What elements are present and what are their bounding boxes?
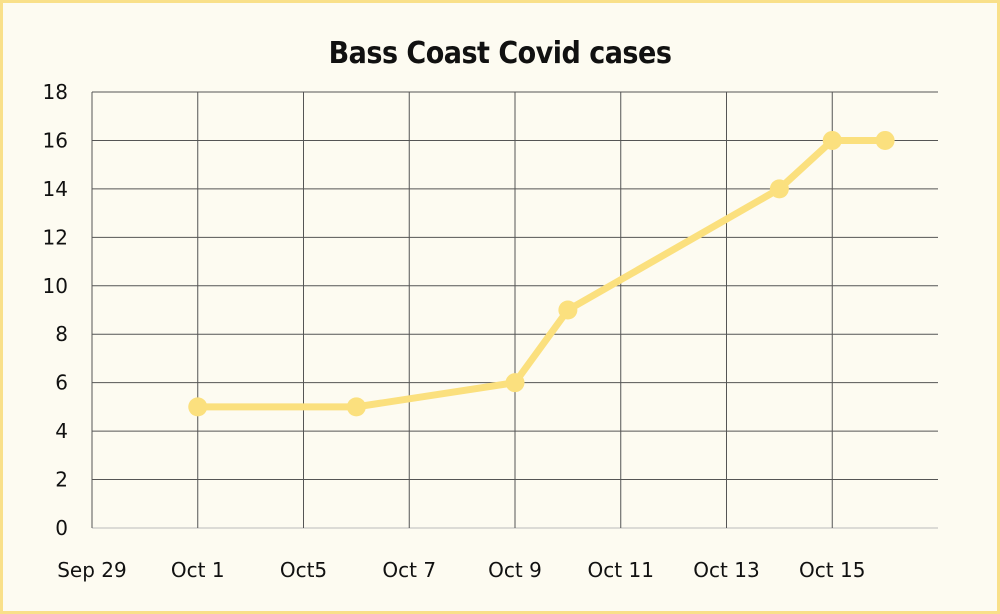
y-tick-label: 4 [55, 419, 68, 443]
x-tick-label: Oct 1 [171, 558, 225, 582]
data-point-marker [769, 179, 789, 199]
x-tick-label: Sep 29 [57, 558, 127, 582]
data-point-marker [875, 130, 895, 150]
x-axis-ticks: Sep 29 Oct 1 Oct5 Oct 7 Oct 9 Oct 11 Oct 13 Oct… [57, 558, 865, 582]
x-tick-label: Oct 9 [488, 558, 542, 582]
data-point-marker [822, 130, 842, 150]
data-point-marker [505, 373, 525, 393]
y-axis-ticks: 0 2 4 6 8 10 12 14 16 18 [43, 80, 68, 540]
x-tick-label: Oct 15 [799, 558, 865, 582]
data-point-marker [558, 300, 578, 320]
x-tick-label: Oct5 [280, 558, 327, 582]
chart-title: Bass Coast Covid cases [328, 36, 672, 71]
y-tick-label: 12 [43, 225, 68, 249]
y-tick-label: 18 [43, 80, 68, 104]
y-tick-label: 6 [55, 371, 68, 395]
y-tick-label: 8 [55, 322, 68, 346]
y-tick-label: 14 [43, 177, 68, 201]
grid-lines [91, 91, 938, 529]
y-tick-label: 10 [43, 274, 68, 298]
data-point-marker [188, 397, 208, 417]
y-tick-label: 16 [43, 128, 68, 152]
series-cases [188, 130, 895, 417]
x-tick-label: Oct 13 [693, 558, 759, 582]
x-tick-label: Oct 11 [588, 558, 654, 582]
y-tick-label: 2 [55, 468, 68, 492]
y-tick-label: 0 [55, 516, 68, 540]
x-tick-label: Oct 7 [382, 558, 436, 582]
data-point-marker [346, 397, 366, 417]
